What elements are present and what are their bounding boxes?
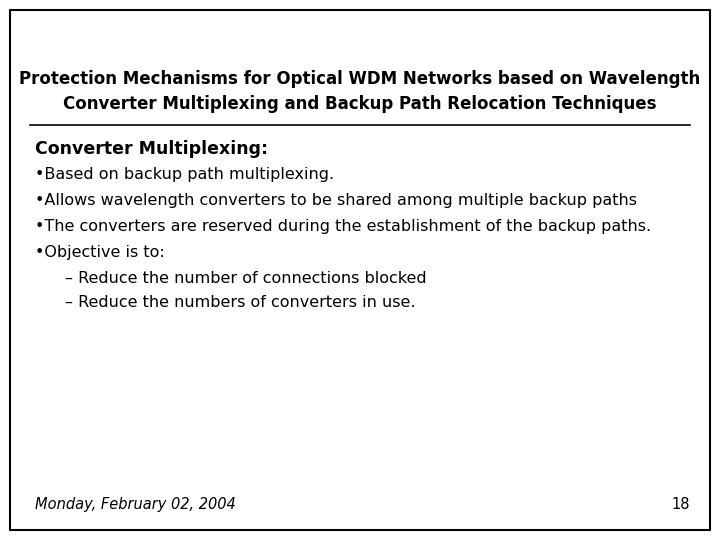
Text: Converter Multiplexing:: Converter Multiplexing:: [35, 140, 268, 158]
Text: – Reduce the number of connections blocked: – Reduce the number of connections block…: [65, 271, 427, 286]
Text: •Allows wavelength converters to be shared among multiple backup paths: •Allows wavelength converters to be shar…: [35, 193, 637, 208]
Text: •Objective is to:: •Objective is to:: [35, 245, 165, 260]
Text: Monday, February 02, 2004: Monday, February 02, 2004: [35, 497, 235, 512]
Text: •Based on backup path multiplexing.: •Based on backup path multiplexing.: [35, 167, 334, 182]
Text: 18: 18: [672, 497, 690, 512]
Text: Protection Mechanisms for Optical WDM Networks based on Wavelength
Converter Mul: Protection Mechanisms for Optical WDM Ne…: [19, 70, 701, 113]
Text: •The converters are reserved during the establishment of the backup paths.: •The converters are reserved during the …: [35, 219, 651, 234]
Text: – Reduce the numbers of converters in use.: – Reduce the numbers of converters in us…: [65, 295, 415, 310]
